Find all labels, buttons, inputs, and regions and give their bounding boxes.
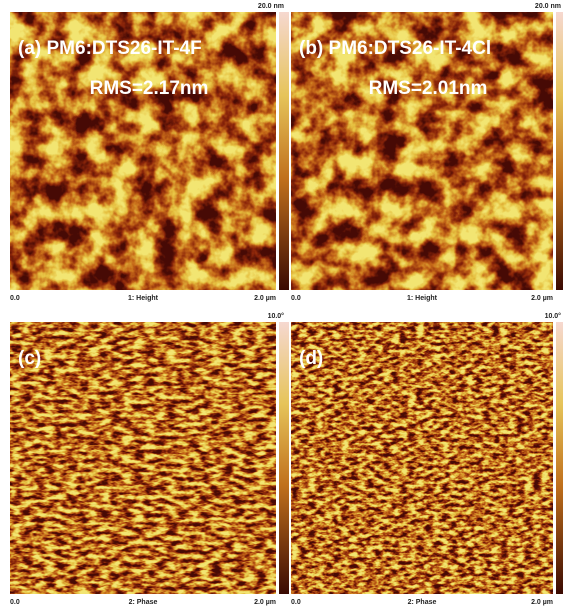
scale-max: 20.0 nm — [258, 3, 284, 10]
rms-value: RMS=2.01nm — [369, 78, 488, 99]
x-end: 2.0 µm — [254, 599, 276, 606]
color-bar — [279, 12, 289, 290]
scale-max: 10.0° — [545, 312, 562, 320]
x-start: 0.0 — [291, 295, 301, 302]
scale-max: 10.0° — [268, 312, 285, 320]
channel: 2: Phase — [408, 599, 437, 606]
x-start: 0.0 — [10, 295, 20, 302]
rms-value: RMS=2.17nm — [90, 78, 209, 99]
x-start: 0.0 — [291, 599, 301, 606]
panel-label: (d) — [299, 348, 323, 369]
figure: 20.0 nm (a) PM6:DTS26-IT-4F RMS=2.17nm 0.0 1… — [0, 0, 563, 606]
color-bar — [556, 12, 563, 290]
panel-label: (c) — [18, 348, 41, 369]
x-end: 2.0 µm — [531, 295, 553, 302]
scale-max: 20.0 nm — [535, 3, 561, 10]
afm-image — [10, 322, 276, 594]
x-end: 2.0 µm — [254, 295, 276, 302]
channel: 2: Phase — [129, 599, 158, 606]
channel: 1: Height — [407, 295, 438, 302]
afm-image — [291, 322, 553, 594]
panel-label: (a) PM6:DTS26-IT-4F — [18, 38, 202, 59]
color-bar — [279, 322, 289, 594]
channel: 1: Height — [128, 295, 159, 302]
x-start: 0.0 — [10, 599, 20, 606]
color-bar — [556, 322, 563, 594]
panel-label: (b) PM6:DTS26-IT-4Cl — [299, 38, 491, 59]
x-end: 2.0 µm — [531, 599, 553, 606]
